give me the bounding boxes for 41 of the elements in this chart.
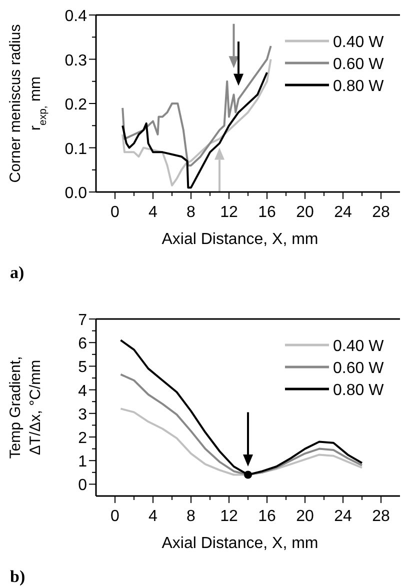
y-tick-label: 0.1 (64, 140, 88, 158)
x-tick-label: 12 (220, 508, 238, 525)
x-axis-title: Axial Distance, X, mm (162, 535, 318, 552)
x-tick-label: 0 (110, 508, 120, 525)
x-tick-label: 24 (334, 508, 352, 525)
x-tick-label: 20 (296, 204, 314, 221)
legend-label: 0.80 W (333, 78, 385, 95)
x-tick-label: 16 (258, 508, 276, 525)
y-tick-label: 0 (78, 477, 88, 494)
x-axis-title: Axial Distance, X, mm (162, 231, 318, 248)
x-tick-label: 8 (186, 204, 196, 221)
text: b) (10, 567, 26, 586)
x-tick-label: 16 (258, 204, 276, 221)
y-tick-label: 4 (78, 382, 88, 400)
y-tick-label: 0.2 (64, 96, 88, 114)
y-tick-label: 0.3 (64, 52, 88, 70)
y-tick-label: 5 (78, 359, 88, 376)
y-tick-label: 6 (78, 336, 88, 353)
x-tick-label: 28 (372, 204, 390, 221)
legend-label: 0.60 W (333, 56, 385, 73)
x-tick-label: 4 (148, 508, 158, 525)
legend-label: 0.60 W (333, 360, 385, 377)
legend-label: 0.40 W (333, 338, 385, 355)
x-tick-label: 8 (186, 508, 196, 525)
y-tick-label: 0.0 (64, 185, 88, 202)
x-tick-label: 4 (148, 204, 158, 221)
line-series (122, 44, 272, 166)
y-tick-label: 2 (78, 430, 88, 447)
text: a) (10, 263, 24, 282)
y-tick-label: 1 (78, 454, 88, 471)
legend-label: 0.80 W (333, 382, 385, 399)
y-tick-label: 3 (78, 406, 88, 424)
y-axis-title: Temp Gradient, ΔT/Δx, °C/mm (7, 356, 44, 459)
x-tick-label: 20 (296, 508, 314, 525)
x-tick-label: 0 (110, 204, 120, 221)
x-tick-label: 12 (220, 204, 238, 221)
x-tick-label: 24 (334, 204, 352, 221)
y-tick-label: 0.4 (64, 8, 88, 25)
x-tick-label: 28 (372, 508, 390, 525)
y-tick-label: 7 (78, 312, 88, 329)
legend-label: 0.40 W (333, 34, 385, 51)
